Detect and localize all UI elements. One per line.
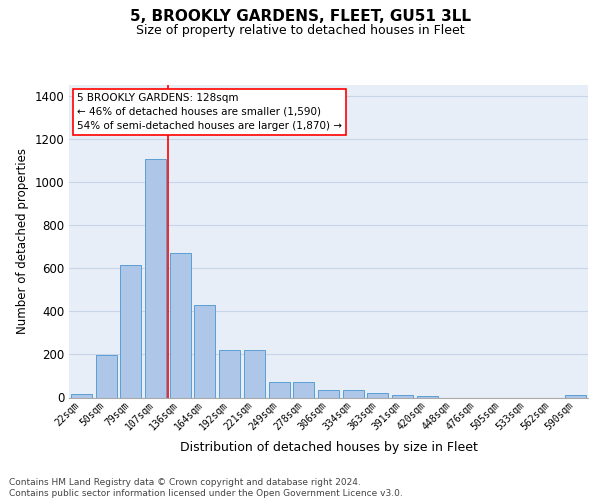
Bar: [269, 382, 290, 398]
Text: 5 BROOKLY GARDENS: 128sqm
← 46% of detached houses are smaller (1,590)
54% of se: 5 BROOKLY GARDENS: 128sqm ← 46% of detac…: [77, 93, 342, 131]
Bar: [219, 350, 240, 398]
Bar: [95, 356, 116, 398]
Bar: [417, 396, 438, 398]
Bar: [145, 160, 166, 398]
Y-axis label: Number of detached properties: Number of detached properties: [16, 148, 29, 334]
Bar: [565, 394, 586, 398]
Text: Size of property relative to detached houses in Fleet: Size of property relative to detached ho…: [136, 24, 464, 37]
Bar: [343, 390, 364, 398]
Bar: [244, 350, 265, 398]
Bar: [170, 253, 191, 398]
Bar: [318, 390, 339, 398]
X-axis label: Distribution of detached houses by size in Fleet: Distribution of detached houses by size …: [179, 440, 478, 454]
Text: Contains HM Land Registry data © Crown copyright and database right 2024.
Contai: Contains HM Land Registry data © Crown c…: [9, 478, 403, 498]
Bar: [367, 393, 388, 398]
Bar: [293, 382, 314, 398]
Text: 5, BROOKLY GARDENS, FLEET, GU51 3LL: 5, BROOKLY GARDENS, FLEET, GU51 3LL: [130, 9, 470, 24]
Bar: [71, 394, 92, 398]
Bar: [194, 305, 215, 398]
Bar: [392, 394, 413, 398]
Bar: [120, 265, 141, 398]
